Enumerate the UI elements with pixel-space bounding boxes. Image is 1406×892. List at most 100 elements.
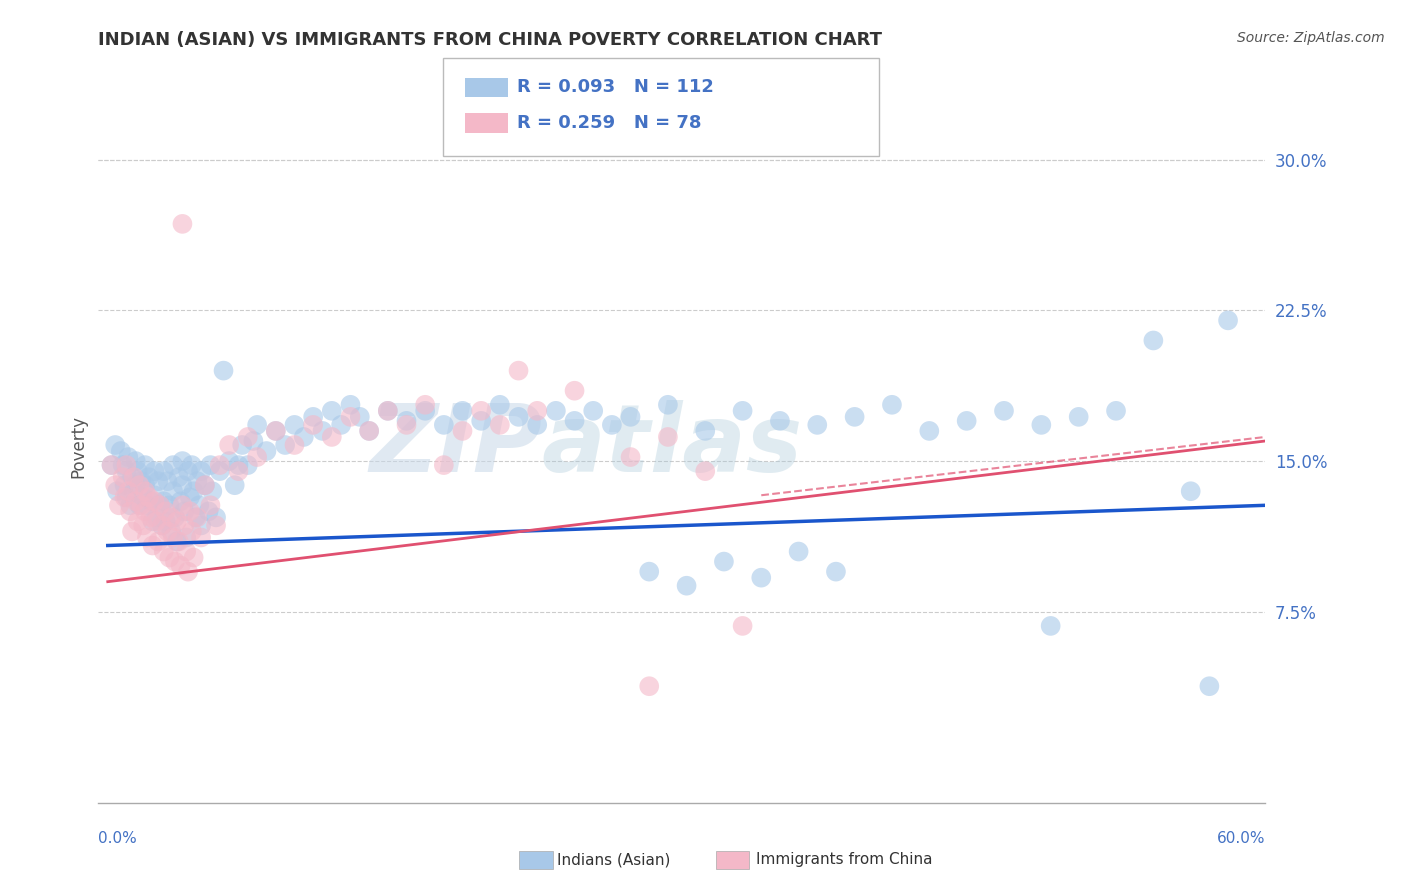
Point (600, 417, 623, 432)
Point (157, 550, 180, 565)
Point (205, 518, 228, 533)
Point (179, 490, 201, 504)
Point (212, 363, 235, 377)
Point (138, 470, 160, 484)
Text: ZIP: ZIP (368, 400, 541, 492)
Point (489, 398, 512, 412)
Text: INDIAN (ASIAN) VS IMMIGRANTS FROM CHINA POVERTY CORRELATION CHART: INDIAN (ASIAN) VS IMMIGRANTS FROM CHINA … (98, 31, 883, 49)
Point (180, 524, 202, 539)
Point (146, 534, 169, 549)
Point (136, 531, 159, 545)
Point (395, 417, 418, 432)
Point (120, 498, 142, 512)
Point (173, 504, 195, 518)
Point (125, 454, 148, 468)
Point (172, 498, 194, 512)
Point (169, 558, 191, 573)
Point (769, 414, 792, 428)
Point (162, 458, 184, 472)
Point (169, 494, 191, 508)
Point (956, 414, 979, 428)
Point (377, 404, 399, 418)
Point (115, 490, 138, 504)
Point (200, 498, 222, 512)
Point (246, 417, 269, 432)
Point (339, 409, 361, 424)
Point (224, 478, 246, 492)
Point (321, 430, 343, 444)
Point (264, 424, 287, 438)
Point (149, 498, 172, 512)
Point (111, 470, 134, 484)
Point (139, 510, 162, 524)
Point (695, 424, 717, 438)
Point (121, 524, 143, 539)
Text: R = 0.259   N = 78: R = 0.259 N = 78 (517, 114, 702, 132)
Point (121, 470, 143, 484)
Point (433, 417, 456, 432)
Text: Source: ZipAtlas.com: Source: ZipAtlas.com (1237, 31, 1385, 45)
Point (174, 531, 197, 545)
Point (183, 484, 205, 499)
Point (638, 565, 661, 579)
Point (145, 515, 167, 529)
Point (167, 534, 190, 549)
Point (993, 404, 1015, 418)
Point (619, 450, 641, 464)
Point (180, 458, 202, 472)
Point (349, 409, 371, 424)
Point (283, 438, 305, 452)
Point (150, 518, 173, 533)
Point (155, 504, 177, 518)
Point (149, 498, 172, 512)
Point (274, 438, 297, 452)
Point (231, 438, 253, 452)
Point (880, 398, 903, 412)
Point (190, 464, 212, 478)
Point (638, 679, 661, 693)
Point (339, 398, 361, 412)
Point (152, 464, 174, 478)
Point (236, 458, 259, 472)
Point (256, 444, 278, 458)
Point (111, 458, 134, 472)
Point (321, 404, 343, 418)
Text: Indians (Asian): Indians (Asian) (557, 853, 671, 867)
Point (236, 430, 259, 444)
Point (100, 458, 122, 472)
Point (156, 524, 179, 539)
Point (806, 417, 828, 432)
Point (128, 478, 150, 492)
Point (190, 518, 212, 533)
Point (134, 484, 156, 499)
Text: 0.0%: 0.0% (98, 831, 138, 846)
Point (731, 619, 754, 633)
Point (433, 458, 456, 472)
Point (470, 414, 492, 428)
Point (470, 404, 492, 418)
Point (1031, 417, 1053, 432)
Point (657, 398, 679, 412)
Point (173, 518, 195, 533)
Point (228, 464, 250, 478)
Point (311, 424, 333, 438)
Point (526, 417, 548, 432)
Text: atlas: atlas (541, 400, 803, 492)
Point (208, 464, 231, 478)
Point (564, 414, 586, 428)
Point (167, 470, 190, 484)
Point (197, 504, 219, 518)
Point (582, 404, 605, 418)
Point (125, 478, 148, 492)
Point (104, 478, 127, 492)
Point (1142, 334, 1164, 348)
Point (134, 504, 156, 518)
Point (138, 490, 160, 504)
Point (143, 494, 166, 508)
Point (155, 515, 177, 529)
Point (166, 515, 188, 529)
Point (330, 417, 353, 432)
Point (132, 490, 155, 504)
Point (127, 515, 149, 529)
Point (201, 484, 224, 499)
